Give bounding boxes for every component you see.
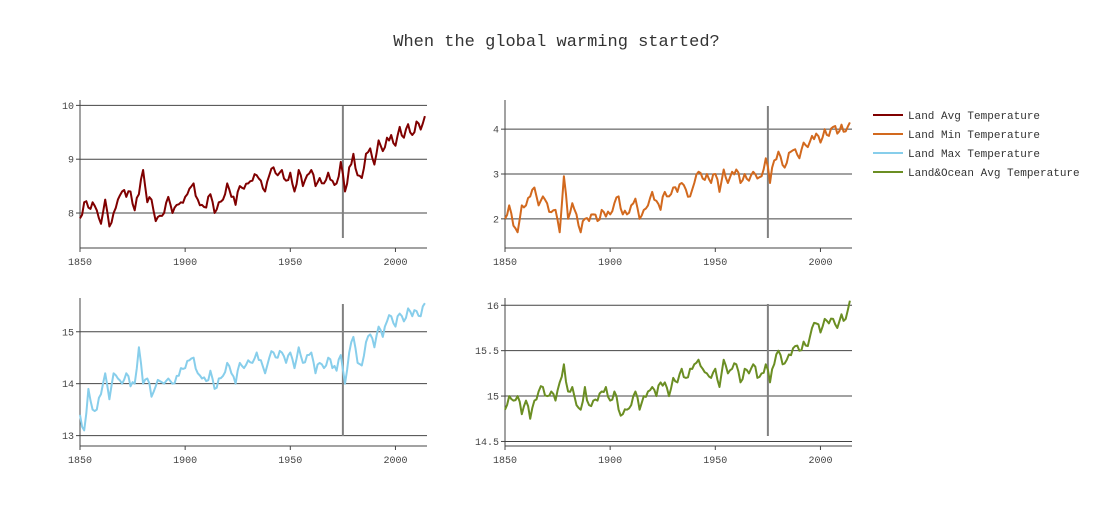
x-tick-label: 1900 (173, 456, 197, 467)
x-tick-label: 1950 (278, 456, 302, 467)
series-line (504, 121, 851, 234)
series-line (79, 302, 426, 432)
x-tick-label: 1950 (278, 258, 302, 269)
x-tick-label: 1850 (493, 258, 517, 269)
panel-land-max: 13 14 15 1850 1900 1950 2000 (62, 298, 427, 467)
legend-label: Land Min Temperature (908, 130, 1040, 142)
x-tick-label: 1950 (703, 258, 727, 269)
y-tick-label: 4 (493, 126, 499, 137)
y-tick-label: 10 (62, 102, 74, 113)
x-tick-label: 1850 (493, 456, 517, 467)
legend: Land Avg Temperature Land Min Temperature… (873, 111, 1080, 180)
x-tick-label: 1900 (598, 456, 622, 467)
series-line (504, 300, 851, 420)
y-tick-label: 16 (487, 302, 499, 313)
legend-label: Land Max Temperature (908, 149, 1040, 161)
x-tick-label: 2000 (808, 258, 832, 269)
y-tick-label: 14.5 (475, 438, 499, 449)
x-tick-label: 1850 (68, 456, 92, 467)
y-tick-label: 15.5 (475, 347, 499, 358)
y-tick-label: 13 (62, 432, 74, 443)
y-tick-label: 15 (62, 328, 74, 339)
panel-land-ocean-avg: 14.5 15 15.5 16 1850 1900 1950 2000 (475, 298, 852, 467)
y-tick-label: 3 (493, 171, 499, 182)
x-tick-label: 1950 (703, 456, 727, 467)
legend-label: Land Avg Temperature (908, 111, 1040, 123)
y-tick-label: 15 (487, 393, 499, 404)
y-tick-label: 9 (68, 156, 74, 167)
x-tick-label: 2000 (808, 456, 832, 467)
x-tick-label: 1850 (68, 258, 92, 269)
x-tick-label: 1900 (598, 258, 622, 269)
y-tick-label: 2 (493, 215, 499, 226)
legend-label: Land&Ocean Avg Temperature (908, 168, 1080, 180)
x-tick-label: 1900 (173, 258, 197, 269)
x-tick-label: 2000 (383, 456, 407, 467)
y-tick-label: 14 (62, 380, 74, 391)
y-tick-label: 8 (68, 210, 74, 221)
x-tick-label: 2000 (383, 258, 407, 269)
panel-land-min: 2 3 4 1850 1900 1950 2000 (493, 100, 852, 269)
chart-title: When the global warming started? (393, 33, 720, 52)
panel-land-avg: 8 9 10 1850 1900 1950 2000 (62, 100, 427, 269)
series-line (79, 115, 426, 228)
